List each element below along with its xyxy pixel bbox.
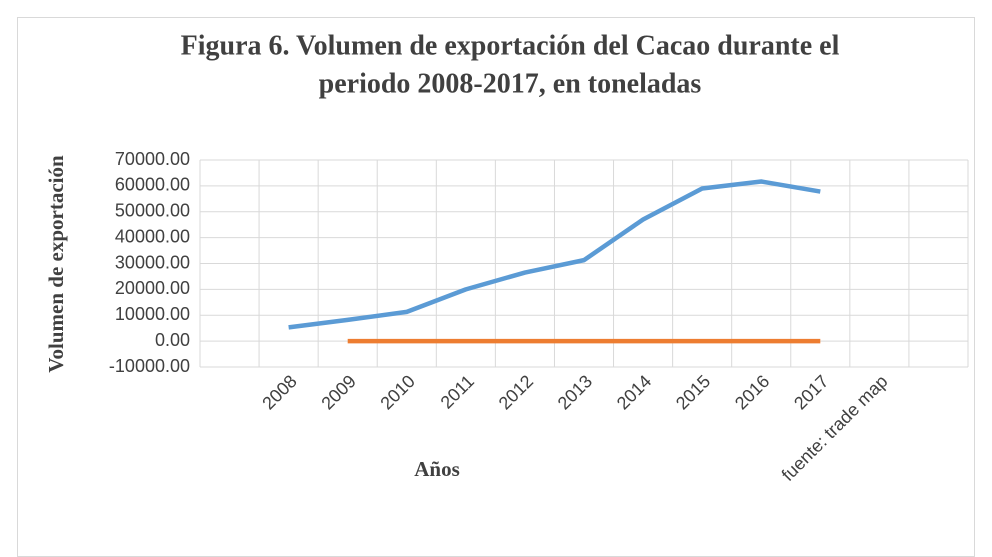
y-tick-label: 20000.00	[115, 278, 190, 298]
y-tick-label: 30000.00	[115, 252, 190, 272]
y-tick-label: 70000.00	[115, 149, 190, 169]
y-tick-label: 10000.00	[115, 304, 190, 324]
y-tick-label: 0.00	[155, 330, 190, 350]
line-series	[288, 179, 821, 330]
chart-title: periodo 2008-2017, en toneladas	[319, 68, 702, 99]
x-axis-title: Años	[414, 457, 460, 481]
y-tick-label: 40000.00	[115, 226, 190, 246]
chart-title: Figura 6. Volumen de exportación del Cac…	[181, 30, 840, 61]
chart-border	[17, 17, 975, 557]
y-axis-title: Volumen de exportación	[44, 155, 68, 373]
y-tick-label: 50000.00	[115, 201, 190, 221]
y-tick-label: -10000.00	[109, 356, 190, 376]
y-tick-label: 60000.00	[115, 175, 190, 195]
